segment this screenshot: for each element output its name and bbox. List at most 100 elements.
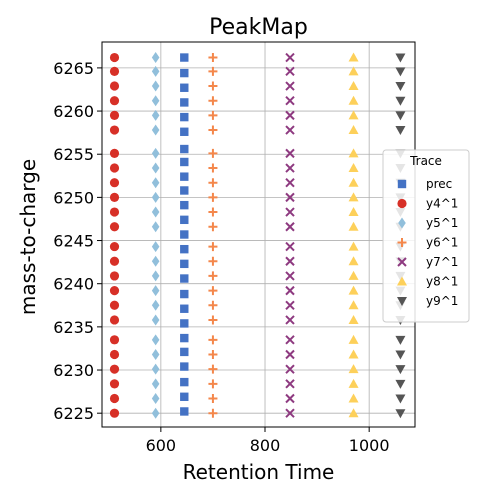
y4-1-point: [109, 178, 120, 188]
y6-1-point: [208, 110, 218, 120]
y-tick-label: 6260: [53, 102, 94, 121]
prec-point: [180, 83, 189, 92]
y5-1-point: [151, 407, 160, 419]
y6-1-point: [208, 163, 218, 173]
prec-point: [180, 362, 189, 371]
y6-1-point: [208, 379, 218, 389]
y7-1-point: [285, 52, 295, 63]
y-tick-label: 6225: [53, 404, 94, 423]
prec-point: [180, 200, 189, 210]
y4-1-point: [109, 364, 120, 374]
prec-point: [180, 377, 189, 387]
y8-1-point: [348, 221, 359, 231]
y4-1-point: [109, 335, 120, 345]
y9-1-point: [395, 394, 406, 404]
y4-1-point: [109, 349, 120, 360]
legend: Trace prec y4^1 y5^1 y6^1 y7^1 y8^1 y9^1: [382, 149, 470, 323]
y8-1-point: [348, 81, 359, 91]
y6-1-point: [208, 315, 218, 325]
x-axis-label: Retention Time: [183, 460, 335, 484]
x-tick-label: 1000: [349, 436, 390, 455]
y4-1-point: [109, 52, 120, 63]
legend-box: [382, 149, 470, 323]
y-tick-label: 6230: [53, 361, 94, 380]
x-tick-label: 600: [146, 436, 177, 455]
y8-1-point: [348, 163, 359, 173]
y-tick-label: 6240: [53, 275, 94, 294]
y7-1-point: [285, 177, 295, 188]
legend-marker: [397, 257, 407, 267]
y-axis-label: mass-to-charge: [16, 159, 40, 315]
y7-1-point: [285, 125, 295, 135]
y8-1-point: [348, 207, 359, 217]
y6-1-point: [208, 286, 218, 296]
y4-1-point: [109, 315, 120, 325]
legend-marker: [397, 198, 407, 209]
y8-1-point: [348, 300, 359, 310]
y7-1-point: [285, 192, 295, 203]
prec-point: [180, 259, 189, 269]
y9-1-point: [395, 53, 406, 63]
y-axis-ticks: 6225 6230 6235 6240 6245 6250 6255 6260 6265: [53, 59, 102, 423]
legend-label: prec: [426, 177, 452, 191]
y8-1-point: [348, 192, 359, 202]
y7-1-point: [285, 66, 295, 77]
y7-1-point: [285, 148, 295, 159]
y8-1-point: [348, 378, 359, 388]
y5-1-point: [151, 285, 160, 297]
prec-point: [180, 304, 189, 313]
y5-1-point: [151, 80, 160, 92]
y5-1-point: [151, 162, 160, 174]
y8-1-point: [348, 256, 359, 266]
y4-1-point: [109, 379, 120, 389]
y6-1-point: [208, 271, 218, 281]
y5-1-point: [151, 255, 160, 267]
prec-point: [180, 215, 189, 225]
prec-point: [180, 112, 189, 122]
prec-point: [180, 230, 189, 239]
grid-lines: [102, 42, 415, 427]
legend-marker: [397, 179, 407, 189]
y6-1-point: [208, 207, 218, 217]
y7-1-point: [285, 393, 295, 404]
y4-1-point: [109, 241, 120, 252]
y5-1-point: [151, 221, 160, 233]
y6-1-point: [208, 256, 218, 266]
y4-1-point: [109, 300, 120, 310]
y6-1-point: [208, 349, 218, 359]
y6-1-point: [208, 192, 218, 202]
y-tick-label: 6245: [53, 232, 94, 251]
y4-1-point: [109, 256, 120, 266]
legend-marker: [397, 276, 407, 286]
y4-1-point: [109, 96, 120, 106]
y-tick-label: 6265: [53, 59, 94, 78]
y5-1-point: [151, 348, 160, 360]
y4-1-point: [109, 408, 120, 418]
y8-1-point: [348, 349, 359, 359]
legend-marker: [397, 297, 407, 306]
y8-1-point: [348, 364, 359, 374]
legend-label: y7^1: [426, 255, 458, 269]
legend-label: y6^1: [426, 236, 458, 250]
y7-1-point: [285, 95, 295, 106]
series-y7-1: [285, 52, 295, 418]
y4-1-point: [109, 271, 120, 281]
y7-1-point: [285, 241, 295, 252]
prec-point: [180, 392, 189, 401]
y8-1-point: [348, 125, 359, 135]
y5-1-point: [151, 95, 160, 107]
legend-marker: [398, 217, 406, 229]
y7-1-point: [285, 81, 295, 91]
y5-1-point: [151, 363, 160, 375]
y5-1-point: [151, 378, 160, 390]
y6-1-point: [208, 408, 218, 418]
prec-point: [180, 289, 189, 299]
y9-1-point: [395, 350, 406, 360]
y6-1-point: [208, 222, 218, 232]
y6-1-point: [208, 81, 218, 91]
y5-1-point: [151, 314, 160, 326]
y-tick-label: 6235: [53, 318, 94, 337]
y7-1-point: [285, 364, 295, 374]
y4-1-point: [109, 125, 120, 135]
chart-title: PeakMap: [209, 15, 308, 40]
